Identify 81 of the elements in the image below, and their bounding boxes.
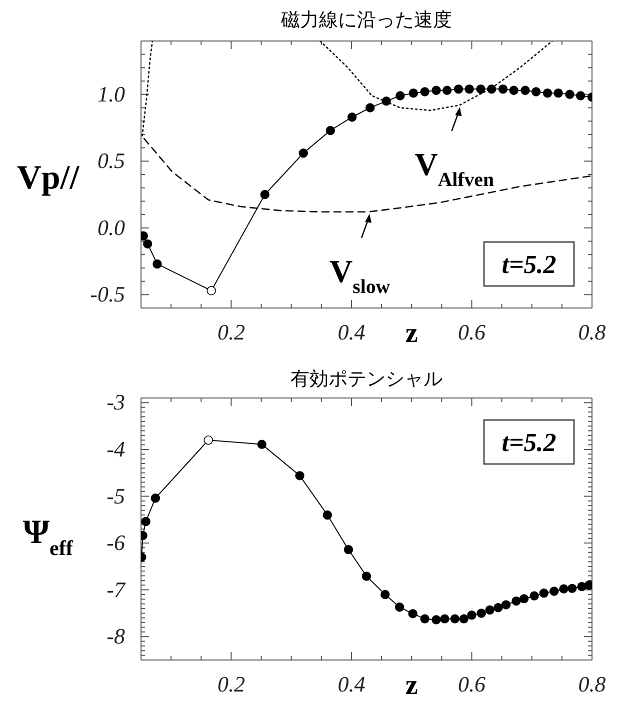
point [501, 600, 511, 610]
point [347, 112, 357, 122]
point [257, 440, 266, 449]
annotation: V$_{Alfven}$ [414, 146, 494, 192]
y-axis-title: Vp// [16, 160, 80, 196]
point [494, 603, 503, 612]
y-tick-label: -5 [106, 483, 125, 508]
point [464, 84, 474, 94]
x-tick-label: 0.2 [217, 672, 245, 697]
point [450, 614, 460, 624]
point [206, 286, 216, 296]
x-tick-label: 0.4 [338, 672, 366, 697]
point [260, 190, 270, 200]
annotation: t=5.2 [502, 428, 556, 457]
point [512, 596, 521, 606]
chart-title: 磁力線に沿った速度 [280, 9, 452, 31]
point [530, 591, 539, 601]
point [576, 91, 586, 100]
point [539, 588, 548, 598]
x-tick-label: 0.6 [458, 320, 486, 345]
x-tick-label: 0.4 [338, 320, 366, 345]
x-tick-label: 0.2 [217, 320, 245, 345]
point [408, 88, 418, 98]
point [568, 584, 577, 594]
point [322, 510, 332, 520]
y-tick-label: 1.0 [98, 81, 125, 106]
point [467, 610, 476, 620]
y-tick-label: -0.5 [90, 282, 125, 307]
point [476, 84, 486, 94]
point [326, 126, 336, 136]
point [531, 87, 541, 96]
y-tick-label: -6 [106, 530, 125, 556]
point [584, 580, 592, 590]
point [420, 87, 430, 96]
point [442, 86, 452, 95]
y-tick-label: -8 [106, 624, 125, 649]
point [542, 88, 552, 98]
point [520, 86, 530, 95]
x-axis-title: z [405, 318, 418, 349]
annotation: t=5.2 [502, 250, 556, 279]
point [298, 148, 308, 158]
point [559, 584, 568, 594]
point [380, 590, 390, 600]
y-tick-label: -4 [106, 436, 125, 462]
point [394, 602, 404, 612]
point [295, 471, 304, 480]
x-tick-label: 0.8 [578, 672, 606, 697]
x-tick-label: 0.8 [578, 320, 606, 345]
x-tick-label: 0.6 [458, 672, 486, 697]
point [454, 84, 464, 94]
y-tick-label: -3 [106, 390, 125, 415]
point [565, 90, 574, 99]
x-axis-title: z [405, 670, 418, 701]
point [420, 614, 430, 624]
point [554, 88, 563, 98]
point [141, 516, 150, 526]
point [432, 615, 441, 624]
point [432, 86, 441, 95]
y-tick-label: 0.5 [98, 148, 125, 174]
point [150, 494, 160, 503]
y-tick-label: -7 [106, 576, 126, 602]
point [519, 594, 529, 604]
point [408, 609, 418, 618]
point [396, 91, 405, 100]
chart-title: 有効ポテンシャル [290, 368, 442, 390]
point [366, 103, 375, 112]
point [459, 614, 469, 624]
point [152, 259, 162, 269]
point [498, 84, 508, 94]
point [476, 608, 486, 618]
y-axis-title: Ψ$_{eff}$ [23, 514, 74, 560]
point [344, 544, 354, 554]
point [485, 605, 494, 615]
point [143, 239, 152, 249]
point [362, 572, 372, 581]
point [509, 86, 518, 95]
point [204, 436, 213, 445]
point [440, 614, 450, 624]
y-tick-label: 0.0 [98, 214, 125, 240]
annotation: V$_{slow}$ [330, 252, 391, 298]
point [550, 586, 559, 596]
